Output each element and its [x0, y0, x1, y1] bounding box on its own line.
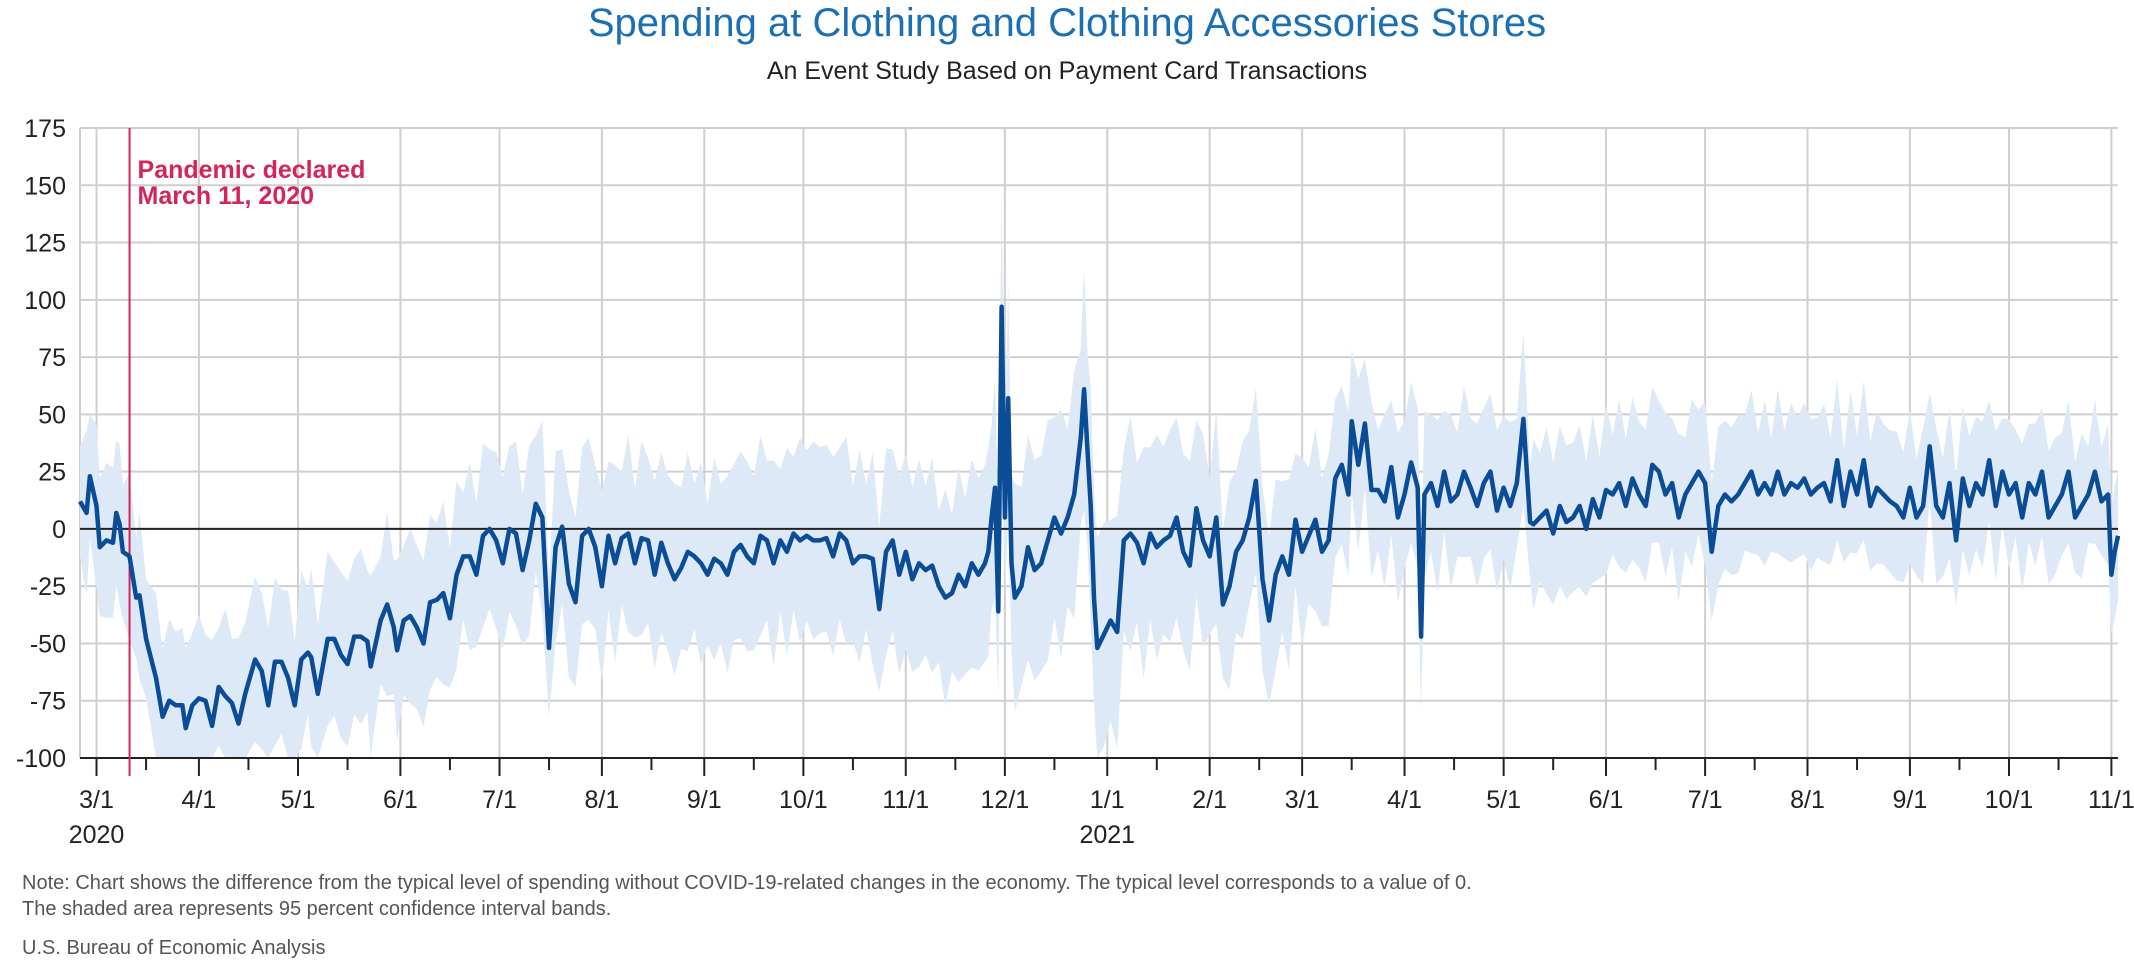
axes: 175 150 125 100 75 50 25 0 -25 -50 -75 -100 3/1 2020 4…: [16, 115, 2134, 849]
x-tick-label: 11/1: [882, 786, 929, 814]
y-tick-label: 125: [24, 230, 66, 258]
x-tick-label: 3/1: [1285, 786, 1320, 814]
y-tick-label: 150: [24, 172, 66, 200]
x-tick-label: 7/1: [1688, 786, 1723, 814]
x-tick-label: 4/1: [182, 786, 217, 814]
y-tick-label: 75: [38, 344, 66, 372]
x-tick-label: 6/1: [1589, 786, 1624, 814]
x-tick-label: 5/1: [1486, 786, 1521, 814]
chart-subtitle: An Event Study Based on Payment Card Tra…: [766, 57, 1368, 85]
y-tick-label: 100: [24, 287, 66, 315]
x-tick-label: 6/1: [383, 786, 418, 814]
x-tick-label: 11/1: [2088, 786, 2134, 814]
chart-note-ci: The shaded area represents 95 percent co…: [22, 898, 612, 920]
pandemic-annotation-text: Pandemic declared: [138, 156, 366, 184]
x-tick-label: 9/1: [1893, 786, 1928, 814]
pandemic-annotation-text: March 11, 2020: [138, 182, 315, 210]
x-tick-label: 8/1: [585, 786, 620, 814]
x-tick-label: 5/1: [281, 786, 316, 814]
x-tick-label: 2/1: [1192, 786, 1227, 814]
x-tick-label: 10/1: [779, 786, 828, 814]
chart-note: Note: Chart shows the difference from th…: [22, 872, 1472, 894]
y-tick-label: -75: [30, 688, 66, 716]
series-line: [78, 304, 2121, 731]
y-tick-label: -100: [16, 745, 66, 773]
y-tick-label: 25: [38, 459, 66, 487]
y-tick-label: 0: [52, 516, 66, 544]
y-tick-label: 175: [24, 115, 66, 143]
x-tick-label: 3/1: [79, 786, 114, 814]
y-tick-label: 50: [38, 401, 66, 429]
line-chart: 175 150 125 100 75 50 25 0 -25 -50 -75 -100 3/1 2020 4…: [16, 115, 2134, 849]
x-tick-label: 7/1: [482, 786, 517, 814]
confidence-band: [80, 192, 2118, 758]
source-credit: U.S. Bureau of Economic Analysis: [22, 937, 326, 959]
y-tick-label: -50: [30, 630, 66, 658]
x-tick-label: 1/1: [1090, 786, 1125, 814]
x-tick-label: 12/1: [981, 786, 1030, 814]
x-tick-label: 10/1: [1985, 786, 2034, 814]
x-year-label: 2021: [1079, 821, 1135, 849]
chart-title: Spending at Clothing and Clothing Access…: [587, 1, 1547, 45]
x-tick-label: 9/1: [687, 786, 722, 814]
x-tick-label: 4/1: [1387, 786, 1422, 814]
x-year-label: 2020: [69, 821, 125, 849]
x-tick-label: 8/1: [1790, 786, 1825, 814]
y-tick-label: -25: [30, 573, 66, 601]
